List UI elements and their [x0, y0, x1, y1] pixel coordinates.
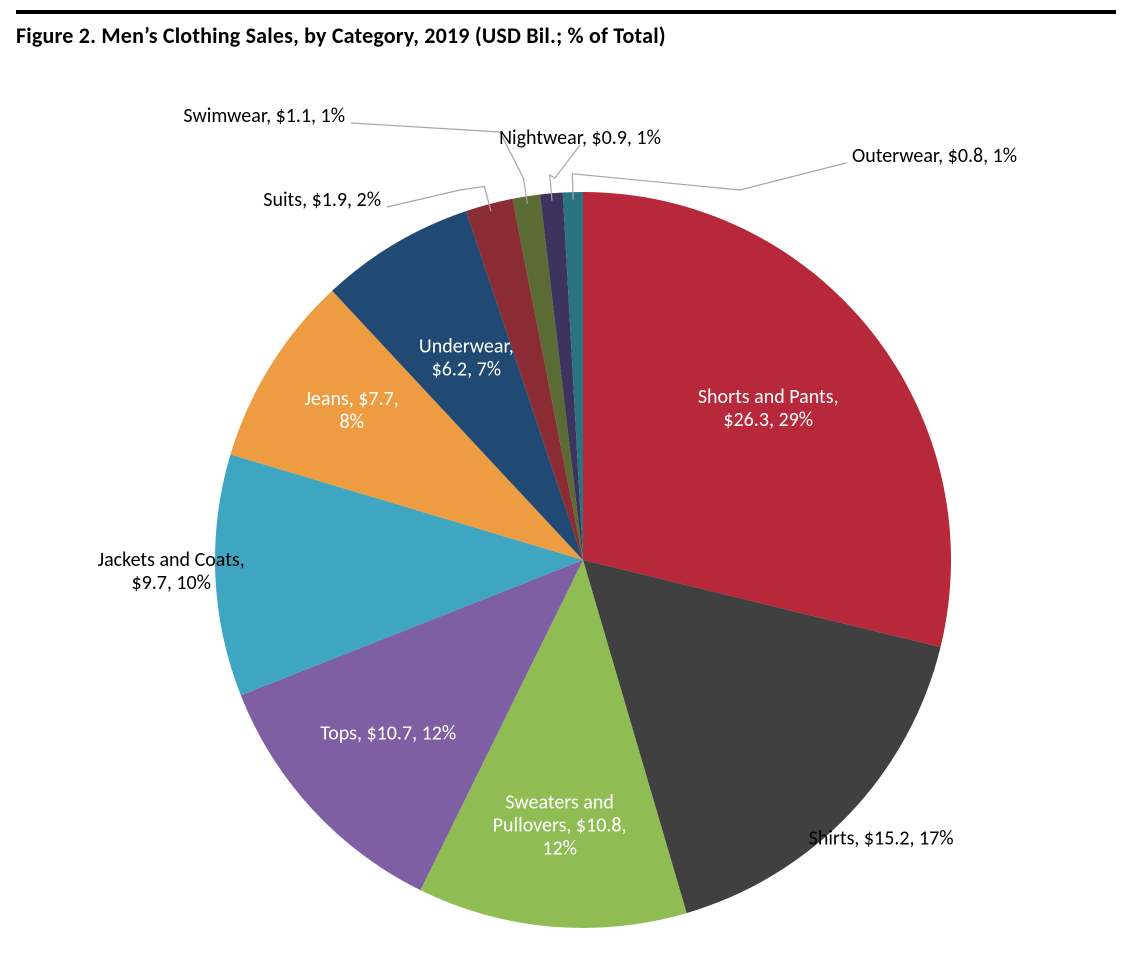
external-label: Nightwear, $0.9, 1%	[499, 126, 661, 150]
external-label: Swimwear, $1.1, 1%	[183, 104, 345, 128]
external-label: Suits, $1.9, 2%	[263, 188, 381, 212]
slice-label: Tops, $10.7, 12%	[320, 722, 456, 746]
slice-label: Underwear,$6.2, 7%	[419, 334, 514, 381]
leader-line	[387, 186, 491, 211]
slice-label: Shirts, $15.2, 17%	[809, 827, 954, 851]
pie-chart: Shorts and Pants,$26.3, 29%Shirts, $15.2…	[0, 0, 1132, 970]
external-label: Outerwear, $0.8, 1%	[852, 144, 1017, 168]
chart-frame: { "figure": { "title": "Figure 2. Men’s …	[0, 0, 1132, 970]
